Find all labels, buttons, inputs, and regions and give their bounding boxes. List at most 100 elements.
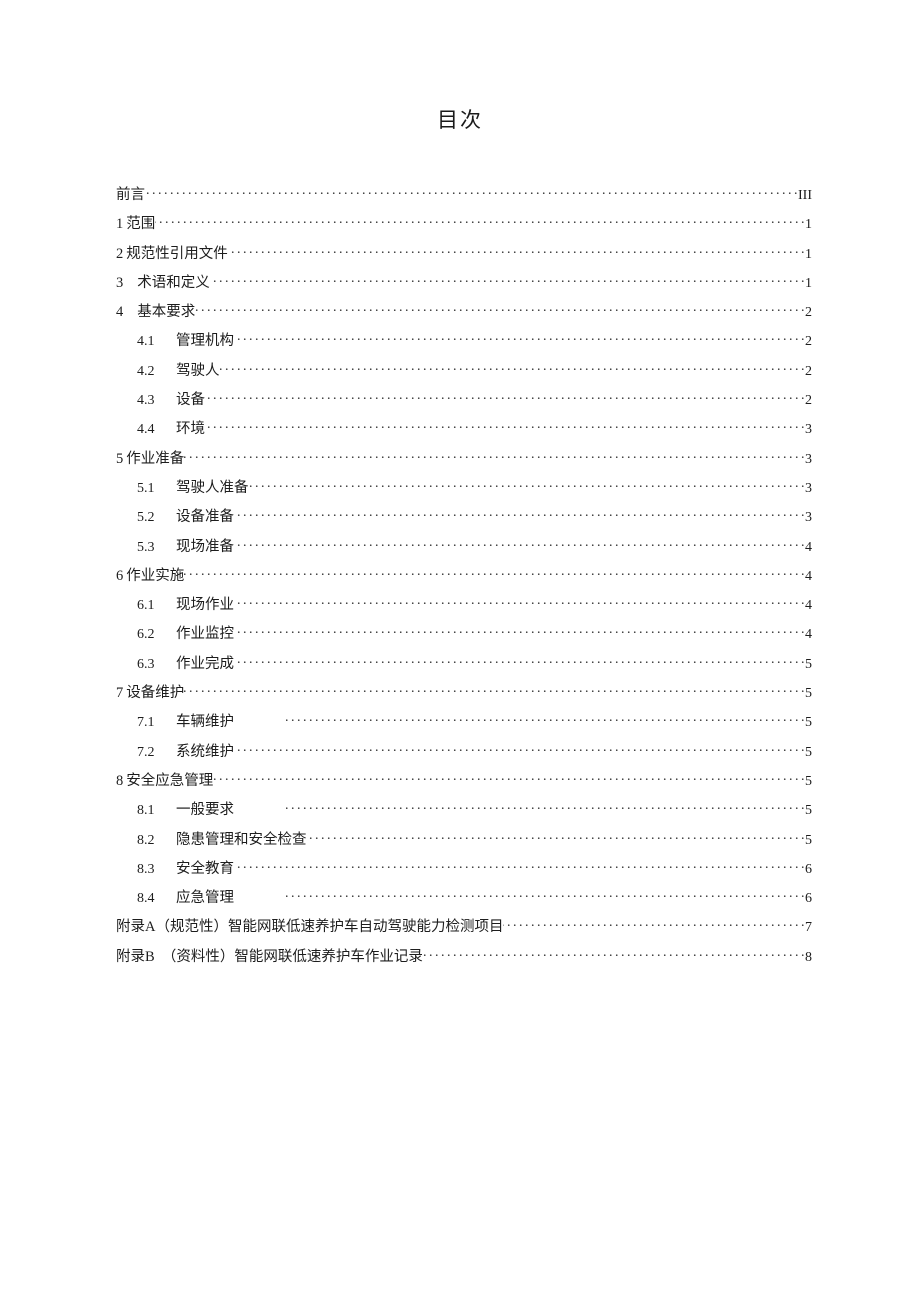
toc-entry[interactable]: 5.3 现场准备 4 <box>116 535 812 564</box>
toc-entry[interactable]: 3 术语和定义 1 <box>116 271 812 300</box>
table-of-contents: 前言III1范围12规范性引用文件13术语和定义14基本要求24.1管理机构24… <box>116 183 812 974</box>
toc-dot-leader <box>184 683 804 698</box>
toc-entry[interactable]: 4 基本要求 2 <box>116 300 812 329</box>
toc-dot-leader <box>234 507 804 522</box>
toc-dot-leader <box>286 888 804 903</box>
toc-entry-page-number: 5 <box>805 803 812 819</box>
toc-entry-page-number: 6 <box>805 861 812 877</box>
toc-dot-leader <box>228 243 804 258</box>
toc-entry-page-number: 5 <box>805 715 812 731</box>
toc-entry-label: 车辆维护 <box>176 714 234 731</box>
toc-entry-label: 范围 <box>126 216 156 233</box>
toc-entry-page-number: 5 <box>805 773 812 789</box>
toc-entry[interactable]: 附录A（规范性）智能网联低速养护车自动驾驶能力检测项目 7 <box>116 915 812 944</box>
toc-entry-page-number: 1 <box>805 246 812 262</box>
toc-entry-page-number: 7 <box>805 920 812 936</box>
toc-dot-leader <box>423 946 804 961</box>
toc-entry[interactable]: 1范围1 <box>116 212 812 241</box>
toc-entry-page-number: 1 <box>805 217 812 233</box>
toc-dot-leader <box>234 653 804 668</box>
toc-entry-label: 作业实施 <box>126 567 185 584</box>
toc-entry-label: 应急管理 <box>176 890 234 907</box>
toc-entry-label: 作业监控 <box>176 626 234 643</box>
toc-entry[interactable]: 8.3 安全教育 6 <box>116 857 812 886</box>
toc-entry-page-number: 5 <box>805 686 812 702</box>
toc-entry-number: 8.1 <box>137 803 155 819</box>
toc-entry[interactable]: 8.4 应急管理 6 <box>116 886 812 915</box>
toc-entry-label: 一般要求 <box>176 802 234 819</box>
toc-entry-number: 7.2 <box>137 744 155 760</box>
toc-dot-leader <box>145 185 797 200</box>
toc-entry-number: 7.1 <box>137 715 155 731</box>
toc-entry-number: 1 <box>116 216 124 233</box>
toc-entry-page-number: 4 <box>805 539 812 555</box>
toc-entry-page-number: 3 <box>805 510 812 526</box>
toc-entry[interactable]: 6.2 作业监控 4 <box>116 622 812 651</box>
toc-entry-page-number: 4 <box>805 598 812 614</box>
toc-entry[interactable]: 5.1 驾驶人准备 3 <box>116 476 812 505</box>
toc-dot-leader <box>220 360 805 375</box>
toc-entry-number: 5.3 <box>137 539 155 555</box>
toc-entry-number: 6.1 <box>137 598 155 614</box>
toc-entry-number: 4.2 <box>137 363 155 379</box>
toc-entry-label: 附录A（规范性）智能网联低速养护车自动驾驶能力检测项目 <box>116 919 504 936</box>
toc-entry[interactable]: 前言 III <box>116 183 812 212</box>
toc-entry-label: 前言 <box>116 187 145 203</box>
toc-dot-leader <box>249 477 805 492</box>
toc-entry-page-number: 5 <box>805 744 812 760</box>
toc-entry-label: 安全应急管理 <box>126 772 214 789</box>
toc-entry-label: 环境 <box>176 421 205 438</box>
toc-entry[interactable]: 4.4 环境 3 <box>116 417 812 446</box>
toc-dot-leader <box>286 800 804 815</box>
toc-entry[interactable]: 附录B （资料性）智能网联低速养护车作业记录 8 <box>116 945 812 974</box>
toc-dot-leader <box>205 419 804 434</box>
toc-entry-label: 基本要求 <box>137 304 196 321</box>
toc-entry[interactable]: 8.1 一般要求 5 <box>116 798 812 827</box>
toc-entry-number: 4.1 <box>137 334 155 350</box>
toc-entry[interactable]: 5.2 设备准备 3 <box>116 505 812 534</box>
toc-dot-leader <box>234 741 804 756</box>
toc-entry[interactable]: 4.2 驾驶人 2 <box>116 359 812 388</box>
toc-entry-label: 管理机构 <box>176 333 234 350</box>
toc-entry-label: 设备准备 <box>176 509 234 526</box>
toc-dot-leader <box>286 712 804 727</box>
toc-entry-number: 4 <box>116 304 124 321</box>
toc-entry-number: 5.2 <box>137 510 155 526</box>
toc-entry-number: 5.1 <box>137 480 155 496</box>
toc-entry[interactable]: 4.1 管理机构 2 <box>116 329 812 358</box>
toc-entry[interactable]: 7.1 车辆维护 5 <box>116 710 812 739</box>
toc-entry[interactable]: 7.2 系统维护 5 <box>116 740 812 769</box>
toc-entry[interactable]: 4.3 设备 2 <box>116 388 812 417</box>
toc-entry-label: 作业准备 <box>126 450 185 467</box>
page-title: 目次 <box>437 109 483 132</box>
toc-entry-label: 术语和定义 <box>137 274 210 291</box>
toc-entry-label: 现场准备 <box>176 538 234 555</box>
toc-dot-leader <box>234 858 804 873</box>
toc-entry-label: 规范性引用文件 <box>126 245 228 262</box>
toc-dot-leader <box>195 302 804 317</box>
toc-dot-leader <box>155 214 804 229</box>
toc-entry-page-number: 5 <box>805 832 812 848</box>
toc-entry-label: 驾驶人 <box>176 362 220 379</box>
toc-dot-leader <box>210 272 804 287</box>
toc-entry-number: 5 <box>116 450 124 467</box>
toc-entry-number: 7 <box>116 685 124 702</box>
toc-entry-number: 6.2 <box>137 627 155 643</box>
toc-entry-number: 4.3 <box>137 393 155 409</box>
toc-entry-page-number: III <box>798 188 812 203</box>
toc-entry-page-number: 5 <box>805 656 812 672</box>
toc-entry-label: 设备维护 <box>126 685 185 702</box>
toc-entry[interactable]: 8.2 隐患管理和安全检查 5 <box>116 828 812 857</box>
toc-entry-page-number: 8 <box>805 949 812 965</box>
toc-dot-leader <box>234 624 804 639</box>
toc-entry[interactable]: 6.3 作业完成 5 <box>116 652 812 681</box>
toc-entry-number: 6.3 <box>137 656 155 672</box>
toc-entry-label: 系统维护 <box>176 743 234 760</box>
toc-entry[interactable]: 6.1 现场作业 4 <box>116 593 812 622</box>
